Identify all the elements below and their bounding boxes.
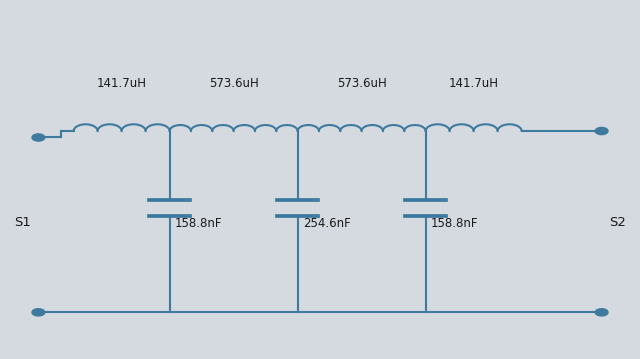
- Text: S2: S2: [609, 216, 626, 229]
- Circle shape: [595, 127, 608, 135]
- Text: 573.6uH: 573.6uH: [337, 77, 387, 90]
- Text: 158.8nF: 158.8nF: [175, 217, 222, 230]
- Text: 573.6uH: 573.6uH: [209, 77, 259, 90]
- Text: S1: S1: [14, 216, 31, 229]
- Circle shape: [32, 134, 45, 141]
- Text: 158.8nF: 158.8nF: [431, 217, 478, 230]
- Text: 254.6nF: 254.6nF: [303, 217, 351, 230]
- Circle shape: [595, 309, 608, 316]
- Text: 141.7uH: 141.7uH: [449, 77, 499, 90]
- Circle shape: [32, 309, 45, 316]
- Text: 141.7uH: 141.7uH: [97, 77, 147, 90]
